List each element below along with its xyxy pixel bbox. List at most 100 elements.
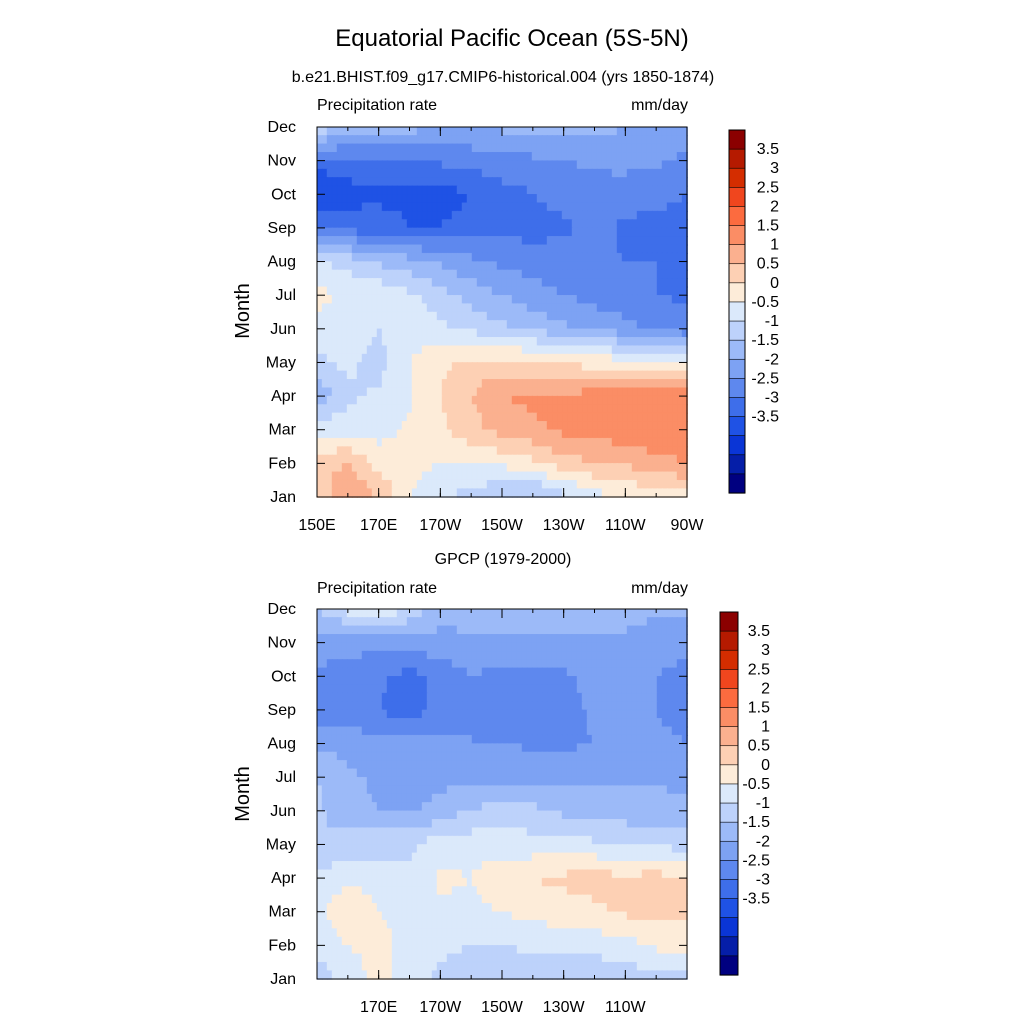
heatmap-cell bbox=[456, 479, 463, 490]
heatmap-cell bbox=[476, 152, 483, 162]
heatmap-cell bbox=[551, 395, 558, 406]
heatmap-cell bbox=[406, 152, 413, 162]
heatmap-cell bbox=[521, 760, 528, 770]
heatmap-cell bbox=[331, 650, 338, 661]
heatmap-cell bbox=[446, 252, 453, 263]
heatmap-cell bbox=[611, 294, 618, 305]
heatmap-cell bbox=[476, 278, 483, 288]
heatmap-cell bbox=[481, 446, 488, 456]
heatmap-cell bbox=[516, 244, 523, 254]
heatmap-cell bbox=[521, 617, 528, 627]
heatmap-cell bbox=[476, 160, 483, 170]
heatmap-cell bbox=[426, 185, 433, 196]
heatmap-cell bbox=[661, 143, 668, 154]
heatmap-cell bbox=[351, 370, 358, 381]
heatmap-cell bbox=[426, 684, 433, 694]
heatmap-cell bbox=[461, 362, 468, 372]
heatmap-cell bbox=[431, 160, 438, 170]
heatmap-cell bbox=[436, 185, 443, 196]
heatmap-cell bbox=[521, 379, 528, 389]
x-tick-label: 170W bbox=[419, 517, 462, 534]
heatmap-cell bbox=[376, 421, 383, 431]
heatmap-cell bbox=[586, 278, 593, 288]
heatmap-cell bbox=[316, 454, 323, 465]
heatmap-cell bbox=[446, 160, 453, 170]
heatmap-cell bbox=[431, 692, 438, 703]
heatmap-cell bbox=[586, 463, 593, 473]
heatmap-cell bbox=[591, 168, 598, 179]
heatmap-cell bbox=[491, 412, 498, 423]
heatmap-cell bbox=[501, 303, 508, 313]
heatmap-cell bbox=[376, 303, 383, 313]
heatmap-cell bbox=[636, 168, 643, 179]
heatmap-cell bbox=[386, 236, 393, 246]
heatmap-cell bbox=[401, 768, 408, 778]
heatmap-cell bbox=[531, 160, 538, 170]
heatmap-cell bbox=[416, 718, 423, 728]
heatmap-cell bbox=[441, 353, 448, 364]
heatmap-cell bbox=[476, 634, 483, 644]
heatmap-cell bbox=[661, 751, 668, 762]
heatmap-cell bbox=[401, 168, 408, 179]
heatmap-cell bbox=[396, 311, 403, 322]
heatmap-cell bbox=[636, 236, 643, 246]
heatmap-cell bbox=[626, 320, 633, 330]
heatmap-cell bbox=[636, 437, 643, 448]
heatmap-cell bbox=[561, 227, 568, 238]
heatmap-cell bbox=[441, 303, 448, 313]
heatmap-cell bbox=[586, 244, 593, 254]
heatmap-cell bbox=[401, 659, 408, 669]
heatmap-cell bbox=[516, 202, 523, 212]
heatmap-cell bbox=[326, 227, 333, 238]
heatmap-cell bbox=[326, 709, 333, 720]
heatmap-cell bbox=[421, 768, 428, 778]
heatmap-cell bbox=[596, 379, 603, 389]
heatmap-cell bbox=[541, 479, 548, 490]
heatmap-cell bbox=[656, 437, 663, 448]
heatmap-cell bbox=[326, 395, 333, 406]
heatmap-cell bbox=[391, 387, 398, 397]
heatmap-cell bbox=[651, 709, 658, 720]
heatmap-cell bbox=[661, 659, 668, 669]
heatmap-cell bbox=[336, 286, 343, 296]
heatmap-cell bbox=[666, 379, 673, 389]
heatmap-cell bbox=[336, 734, 343, 745]
heatmap-cell bbox=[496, 701, 503, 711]
heatmap-cell bbox=[616, 768, 623, 778]
heatmap-cell bbox=[356, 345, 363, 355]
heatmap-cell bbox=[426, 261, 433, 271]
heatmap-cell bbox=[531, 768, 538, 778]
heatmap-cell bbox=[391, 446, 398, 456]
heatmap-cell bbox=[551, 244, 558, 254]
heatmap-cell bbox=[426, 252, 433, 263]
heatmap-cell bbox=[321, 412, 328, 423]
heatmap-cell bbox=[336, 701, 343, 711]
heatmap-cell bbox=[671, 135, 678, 145]
heatmap-cell bbox=[451, 194, 458, 204]
heatmap-cell bbox=[616, 743, 623, 753]
heatmap-cell bbox=[331, 617, 338, 627]
heatmap-cell bbox=[366, 701, 373, 711]
heatmap-cell bbox=[611, 676, 618, 686]
heatmap-cell bbox=[621, 421, 628, 431]
heatmap-cell bbox=[501, 328, 508, 339]
heatmap-cell bbox=[666, 709, 673, 720]
heatmap-cell bbox=[571, 709, 578, 720]
heatmap-cell bbox=[651, 286, 658, 296]
heatmap-cell bbox=[561, 269, 568, 280]
heatmap-cell bbox=[561, 692, 568, 703]
heatmap-cell bbox=[636, 743, 643, 753]
heatmap-cell bbox=[336, 692, 343, 703]
y-tick-label: Aug bbox=[268, 254, 296, 271]
heatmap-cell bbox=[521, 709, 528, 720]
heatmap-cell bbox=[536, 718, 543, 728]
heatmap-cell bbox=[471, 709, 478, 720]
heatmap-cell bbox=[586, 236, 593, 246]
heatmap-cell bbox=[596, 692, 603, 703]
heatmap-cell bbox=[631, 160, 638, 170]
heatmap-cell bbox=[616, 278, 623, 288]
heatmap-cell bbox=[551, 608, 558, 619]
heatmap-cell bbox=[546, 667, 553, 678]
heatmap-cell bbox=[386, 650, 393, 661]
heatmap-cell bbox=[516, 286, 523, 296]
